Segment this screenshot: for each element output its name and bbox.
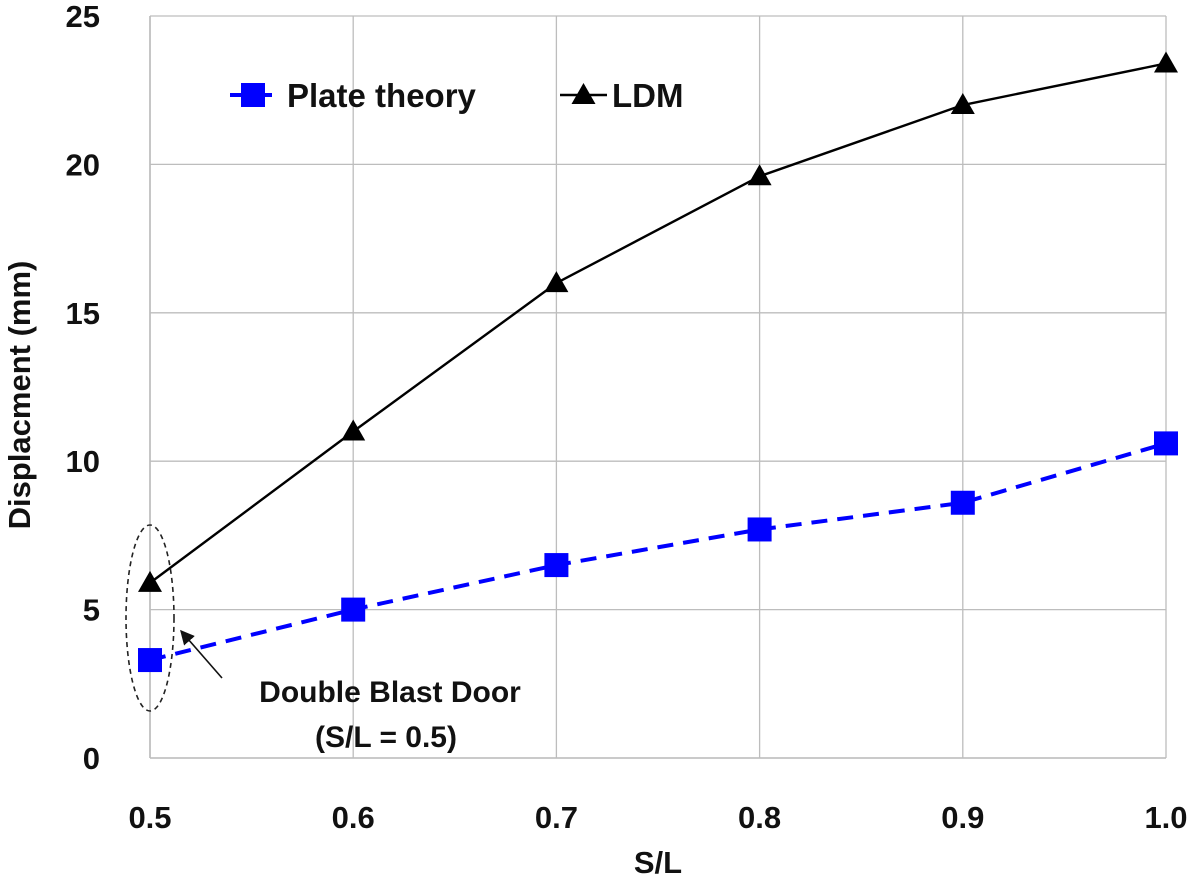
data-point-plate-theory: [1154, 431, 1178, 456]
y-tick-label: 25: [66, 0, 100, 34]
data-point-plate-theory: [950, 490, 975, 515]
grid: [149, 15, 1167, 759]
data-point-plate-theory: [747, 517, 772, 542]
data-point-ldm: [747, 164, 772, 186]
x-tick-label: 0.9: [941, 800, 984, 835]
annotation-text-line-2: (S/L = 0.5): [315, 721, 457, 754]
y-tick-label: 5: [83, 593, 100, 628]
annotation-arrow: [180, 629, 223, 679]
data-point-plate-theory: [341, 597, 366, 622]
legend-item-plate-theory: Plate theory: [230, 77, 477, 114]
legend-label-ldm: LDM: [612, 77, 683, 114]
y-tick-label: 10: [66, 444, 100, 479]
annotation: Double Blast Door (S/L = 0.5): [125, 524, 521, 754]
series-ldm: [138, 51, 1178, 592]
y-tick-label: 15: [66, 296, 100, 331]
x-tick-label: 0.8: [738, 800, 781, 835]
data-point-ldm: [341, 419, 366, 441]
data-point-plate-theory: [138, 648, 162, 673]
series-line-ldm: [149, 62, 1167, 584]
legend-item-ldm: LDM: [560, 77, 683, 114]
legend-marker-plate-theory: [241, 83, 265, 107]
x-tick-label: 0.6: [332, 800, 375, 835]
series-plate-theory: [138, 431, 1178, 673]
data-point-ldm: [544, 271, 569, 293]
x-tick-label: 0.7: [535, 800, 578, 835]
x-axis-title: S/L: [634, 845, 682, 880]
y-tick-label: 0: [83, 741, 100, 776]
y-tick-label: 20: [66, 147, 100, 182]
series-line-plate-theory: [149, 441, 1167, 662]
data-point-plate-theory: [544, 553, 569, 578]
legend-label-plate-theory: Plate theory: [287, 77, 477, 114]
data-point-ldm: [138, 570, 162, 592]
annotation-ellipse: [125, 524, 175, 712]
data-point-ldm: [950, 93, 975, 115]
y-axis-title: Displacment (mm): [2, 261, 37, 530]
legend: Plate theory LDM: [230, 77, 683, 114]
data-point-ldm: [1154, 51, 1178, 73]
x-tick-label: 1.0: [1144, 800, 1187, 835]
legend-marker-ldm: [571, 83, 596, 104]
x-tick-label: 0.5: [128, 800, 171, 835]
series-layer: [138, 51, 1178, 673]
annotation-text-line-1: Double Blast Door: [259, 676, 521, 709]
